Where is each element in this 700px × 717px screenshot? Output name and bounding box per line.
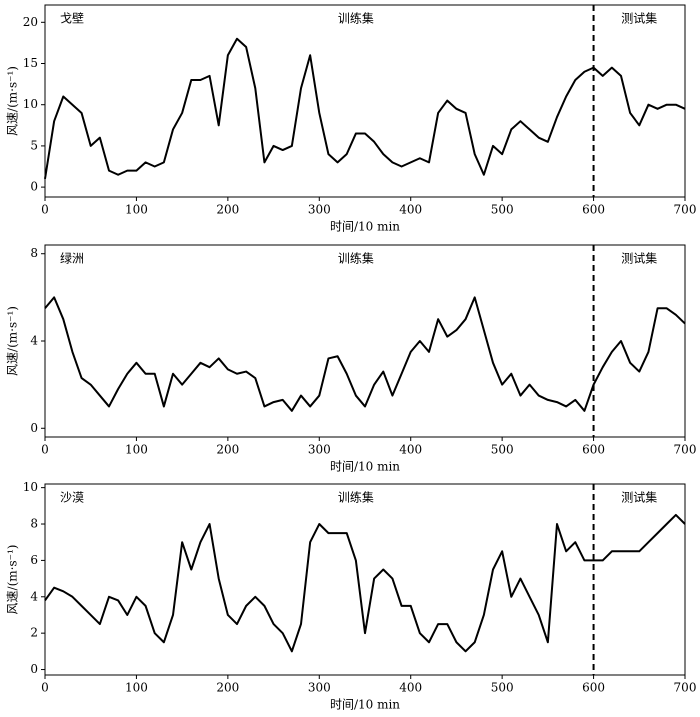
y-tick-label: 4: [30, 334, 38, 348]
x-tick-label: 500: [491, 443, 514, 457]
y-tick-label: 10: [23, 480, 38, 494]
y-tick-label: 0: [30, 662, 38, 676]
x-tick-label: 0: [41, 203, 49, 217]
x-tick-label: 700: [674, 443, 697, 457]
wind-line: [44, 513, 686, 653]
plot-frame: [44, 244, 686, 438]
train-label: 训练集: [338, 251, 374, 266]
x-tick-label: 700: [674, 681, 697, 695]
y-tick-label: 0: [30, 421, 38, 435]
y-tick-label: 0: [30, 180, 38, 194]
x-axis-label: 时间/10 min: [330, 698, 400, 712]
y-axis-label: 风速/(m·s⁻¹): [6, 545, 20, 615]
train-label: 训练集: [338, 11, 374, 26]
x-tick-label: 0: [41, 681, 49, 695]
panel-title: 绿洲: [60, 251, 84, 266]
y-tick-label: 8: [30, 246, 38, 260]
x-tick-label: 0: [41, 443, 49, 457]
x-tick-label: 200: [216, 681, 239, 695]
y-tick-label: 5: [30, 138, 38, 152]
test-label: 测试集: [621, 11, 657, 26]
x-tick-label: 100: [125, 443, 148, 457]
y-tick-label: 4: [30, 589, 38, 603]
y-tick-label: 2: [30, 626, 38, 640]
train-label: 训练集: [338, 490, 374, 505]
x-tick-label: 400: [399, 203, 422, 217]
x-tick-label: 500: [491, 203, 514, 217]
wind-line: [44, 296, 686, 412]
x-tick-label: 600: [582, 203, 605, 217]
x-tick-label: 600: [582, 443, 605, 457]
x-tick-label: 600: [582, 681, 605, 695]
x-tick-label: 300: [308, 443, 331, 457]
x-tick-label: 400: [399, 443, 422, 457]
y-tick-label: 8: [30, 517, 38, 531]
panel-title: 沙漠: [60, 491, 84, 505]
x-tick-label: 500: [491, 681, 514, 695]
x-tick-label: 700: [674, 203, 697, 217]
y-axis-label: 风速/(m·s⁻¹): [6, 306, 20, 376]
y-tick-label: 10: [23, 97, 38, 111]
test-label: 测试集: [621, 490, 657, 505]
plot-frame: [44, 483, 686, 676]
panel-title: 戈壁: [60, 11, 84, 26]
x-tick-label: 400: [399, 681, 422, 695]
x-axis-label: 时间/10 min: [330, 460, 400, 474]
x-tick-label: 200: [216, 443, 239, 457]
x-tick-label: 200: [216, 203, 239, 217]
test-label: 测试集: [621, 251, 657, 266]
x-axis-label: 时间/10 min: [330, 220, 400, 234]
x-tick-label: 300: [308, 681, 331, 695]
y-axis-label: 风速/(m·s⁻¹): [6, 66, 20, 136]
x-tick-label: 100: [125, 203, 148, 217]
y-tick-label: 6: [30, 553, 38, 567]
y-tick-label: 15: [23, 56, 38, 70]
y-tick-label: 20: [23, 15, 38, 29]
x-tick-label: 300: [308, 203, 331, 217]
wind-line: [44, 37, 686, 180]
plot-frame: [44, 4, 686, 198]
x-tick-label: 100: [125, 681, 148, 695]
